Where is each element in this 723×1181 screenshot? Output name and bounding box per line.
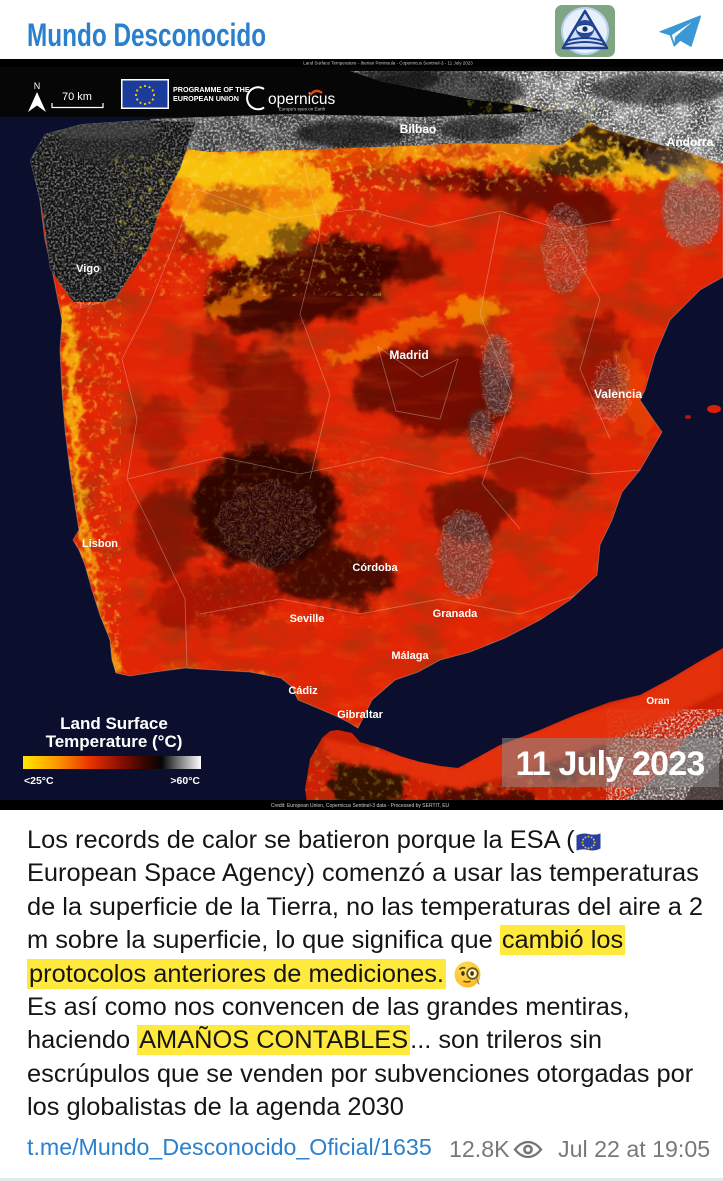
svg-text:Credit: European Union, Copern: Credit: European Union, Copernicus Senti… (271, 803, 450, 809)
svg-text:Málaga: Málaga (391, 650, 429, 662)
svg-text:Lisbon: Lisbon (82, 538, 118, 550)
svg-text:70 km: 70 km (62, 91, 92, 103)
svg-text:opernicus: opernicus (268, 91, 335, 108)
svg-text:PROGRAMME OF THE: PROGRAMME OF THE (173, 85, 250, 94)
svg-text:Andorra: Andorra (667, 135, 714, 149)
svg-text:11 July 2023: 11 July 2023 (516, 745, 705, 783)
svg-text:Europe's eyes on Earth: Europe's eyes on Earth (279, 107, 326, 112)
svg-text:Seville: Seville (290, 613, 325, 625)
svg-text:Granada: Granada (433, 608, 479, 620)
svg-text:Land Surface Temperature - Ibe: Land Surface Temperature - Iberian Penin… (303, 61, 473, 66)
svg-text:Temperature (°C): Temperature (°C) (46, 732, 183, 751)
svg-text:Bilbao: Bilbao (400, 122, 437, 136)
svg-text:N: N (34, 81, 41, 91)
svg-text:Madrid: Madrid (389, 348, 428, 362)
svg-text:Cádiz: Cádiz (288, 685, 318, 697)
svg-text:Land Surface: Land Surface (60, 714, 168, 733)
svg-text:Valencia: Valencia (594, 387, 642, 401)
svg-text:EUROPEAN UNION: EUROPEAN UNION (173, 94, 239, 103)
svg-text:>60°C: >60°C (170, 775, 200, 787)
svg-text:<25°C: <25°C (24, 775, 54, 787)
svg-text:Córdoba: Córdoba (352, 562, 398, 574)
svg-text:Vigo: Vigo (76, 263, 100, 275)
svg-text:Gibraltar: Gibraltar (337, 709, 384, 721)
svg-text:Oran: Oran (646, 696, 669, 707)
